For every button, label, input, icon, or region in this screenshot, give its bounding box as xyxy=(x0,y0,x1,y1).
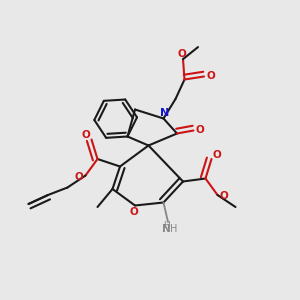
Text: N: N xyxy=(162,224,171,234)
Text: N: N xyxy=(160,108,169,118)
Text: O: O xyxy=(220,191,229,201)
Text: O: O xyxy=(212,149,221,160)
Text: O: O xyxy=(82,130,91,140)
Text: O: O xyxy=(129,207,138,217)
Text: O: O xyxy=(74,172,83,182)
Text: O: O xyxy=(206,71,215,81)
Text: H: H xyxy=(163,220,170,230)
Text: O: O xyxy=(196,125,205,135)
Text: O: O xyxy=(178,49,187,59)
Text: H: H xyxy=(170,224,177,234)
